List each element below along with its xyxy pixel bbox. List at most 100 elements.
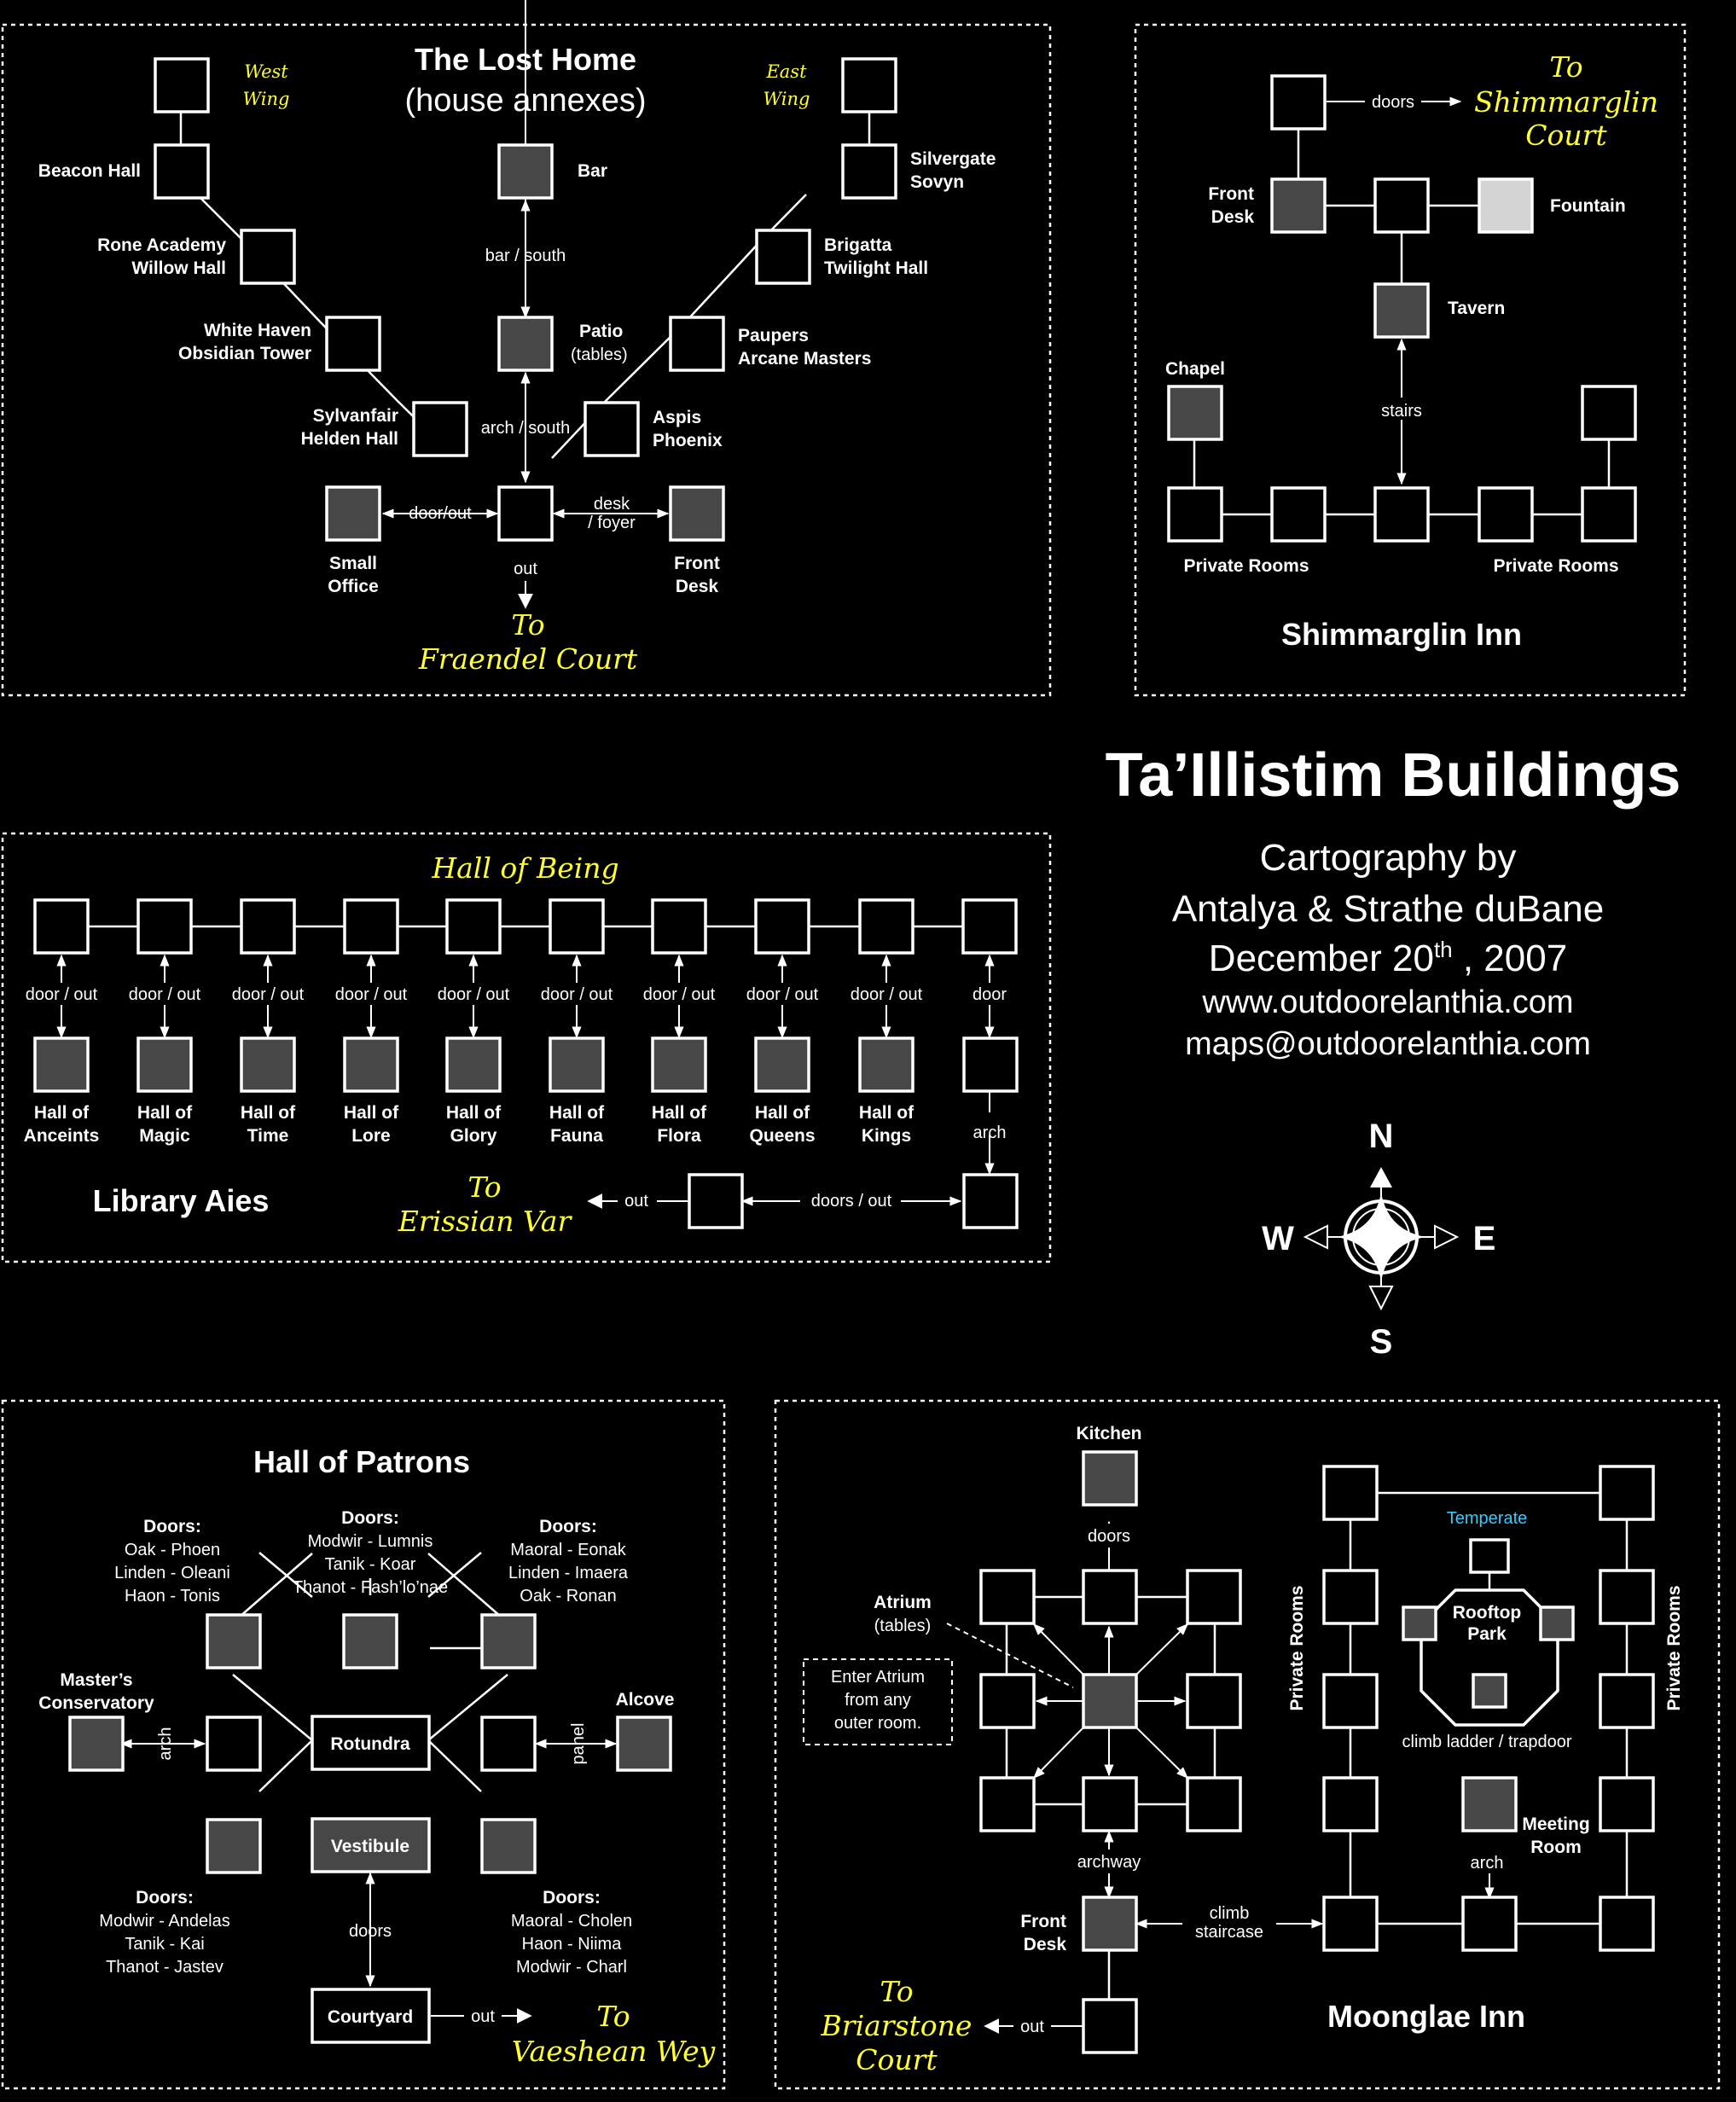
kitchen-label: Kitchen <box>1076 1424 1141 1443</box>
tr-door-2: Linden - Imaera <box>508 1564 629 1582</box>
library-hall-name-label: Flora <box>657 1126 701 1146</box>
mg-sw-room <box>1322 1896 1379 1952</box>
credit-line-2: Antalya & Strathe duBane <box>1172 888 1604 930</box>
shimmarglin-court-exit[interactable]: Shimmarglin <box>1474 85 1658 119</box>
shimmarglin-map: doors To Shimmarglin Court Front Desk Fo… <box>1165 50 1658 652</box>
willow-hall-label: Willow Hall <box>131 258 226 278</box>
patrons-east-panel-room <box>480 1716 537 1772</box>
bl-door-3: Thanot - Jastev <box>106 1958 224 1977</box>
patrons-sw-room <box>206 1818 262 1874</box>
library-hall-of-label: Hall of <box>549 1103 605 1123</box>
library-hall-name-label: Anceints <box>24 1126 100 1146</box>
library-entry-room <box>962 1173 1019 1229</box>
mg-to-label: To <box>880 1975 913 2008</box>
shim-private-1 <box>1167 486 1223 543</box>
tr-door-1: Maoral - Eonak <box>510 1541 627 1559</box>
beacon-hall-label: Beacon Hall <box>38 161 141 181</box>
library-out-label: out <box>624 1192 648 1211</box>
fraendel-court-exit[interactable]: Fraendel Court <box>418 642 638 676</box>
hall-of-being-room <box>445 898 502 955</box>
atrium-room <box>1082 1673 1138 1729</box>
library-hall-room <box>858 1036 914 1093</box>
email-link[interactable]: maps@outdoorelanthia.com <box>1185 1026 1591 1062</box>
room-label: Room <box>1530 1838 1582 1857</box>
alcove-room <box>616 1716 672 1772</box>
rooftop-e-room <box>1539 1606 1575 1641</box>
front-desk-label-2: Desk <box>676 577 719 596</box>
mg-private-r2 <box>1599 1673 1655 1729</box>
tc-door-3: Thanot - Fash’lo’nae <box>293 1578 448 1597</box>
shim-front-label: Front <box>1208 184 1254 204</box>
front-desk-label: Front <box>674 554 720 573</box>
tavern-room <box>1373 282 1430 339</box>
library-doors-out-label: doors / out <box>811 1192 892 1211</box>
to-label: To <box>511 608 544 642</box>
hall-of-being-room <box>33 898 90 955</box>
temperate-label: Temperate <box>1447 1509 1528 1528</box>
shim-to-label: To <box>1549 50 1582 84</box>
shim-exit-room <box>1270 74 1327 131</box>
chapel-label: Chapel <box>1165 359 1225 379</box>
patrons-title: Hall of Patrons <box>253 1444 470 1479</box>
br-door-1: Maoral - Cholen <box>511 1912 632 1931</box>
shim-private-left-label: Private Rooms <box>1183 556 1309 576</box>
atrium-w-room <box>979 1673 1036 1729</box>
mg-ne-room <box>1599 1465 1655 1521</box>
shimmarglin-title: Shimmarglin Inn <box>1281 617 1522 652</box>
mg-private-l2 <box>1322 1673 1379 1729</box>
alcove-label: Alcove <box>616 1690 675 1710</box>
bar-room <box>497 143 554 200</box>
rone-academy-label: Rone Academy <box>97 235 226 255</box>
patrons-se-room <box>480 1818 537 1874</box>
arch-south-label: arch / south <box>481 419 571 438</box>
briarstone-court-exit-2[interactable]: Court <box>856 2043 938 2076</box>
tl-door-2: Linden - Oleani <box>114 1564 230 1582</box>
patio-sub-label: (tables) <box>571 345 628 364</box>
tr-doors-header: Doors: <box>539 1517 597 1536</box>
conservatory-label: Conservatory <box>38 1693 154 1713</box>
hall-of-being-room <box>858 898 914 955</box>
rooftop-park-room <box>1420 1588 1559 1727</box>
west-wing-label-2: Wing <box>243 89 290 109</box>
east-wing-room <box>841 57 897 113</box>
title-block: Ta’Illistim Buildings Cartography by Ant… <box>1106 741 1681 1062</box>
silvergate-label: Silvergate <box>910 149 996 169</box>
patrons-out-label: out <box>471 2007 495 2026</box>
patrons-panel-label: panel <box>569 1723 588 1765</box>
meeting-label: Meeting <box>1522 1815 1589 1834</box>
shim-ne-room <box>1581 385 1637 441</box>
atrium-se-room <box>1186 1776 1242 1832</box>
library-hall-room <box>754 1036 810 1093</box>
patrons-doors-label: doors <box>349 1922 392 1941</box>
west-wing-room <box>154 57 210 113</box>
tl-door-1: Oak - Phoen <box>125 1541 220 1559</box>
sylvanfair-label: Sylvanfair <box>313 406 398 426</box>
hall-of-being-room <box>651 898 707 955</box>
compass-south: S <box>1370 1323 1393 1361</box>
courtyard-room <box>311 1988 431 2044</box>
shimmarglin-court-exit-2[interactable]: Court <box>1525 119 1607 152</box>
website-link[interactable]: www.outdoorelanthia.com <box>1201 984 1573 1020</box>
library-hall-room <box>240 1036 296 1093</box>
mg-se-room <box>1599 1896 1655 1952</box>
climb-label: climb <box>1210 1904 1250 1923</box>
shim-private-4 <box>1581 486 1637 543</box>
moonglae-front-desk-room <box>1082 1896 1138 1952</box>
library-hall-of-label: Hall of <box>344 1103 399 1123</box>
library-hall-name-label: Fauna <box>550 1126 603 1146</box>
compass-west: W <box>1262 1220 1294 1257</box>
chapel-room <box>1167 385 1223 441</box>
br-door-2: Haon - Niima <box>522 1935 623 1954</box>
out-label: out <box>514 560 537 578</box>
erissian-var-exit[interactable]: Erissian Var <box>398 1205 573 1238</box>
brigatta-room <box>755 229 811 285</box>
sovyn-label: Sovyn <box>910 172 964 192</box>
bar-label: Bar <box>578 161 607 181</box>
patrons-to-label: To <box>596 2000 630 2033</box>
moonglae-exit-room <box>1082 1998 1138 2054</box>
tl-door-3: Haon - Tonis <box>125 1587 220 1606</box>
vaeshean-wey-exit[interactable]: Vaeshean Wey <box>512 2035 716 2068</box>
courtyard-label: Courtyard <box>328 2007 413 2027</box>
briarstone-court-exit[interactable]: Briarstone <box>821 2009 973 2042</box>
vestibule-room <box>311 1817 431 1873</box>
